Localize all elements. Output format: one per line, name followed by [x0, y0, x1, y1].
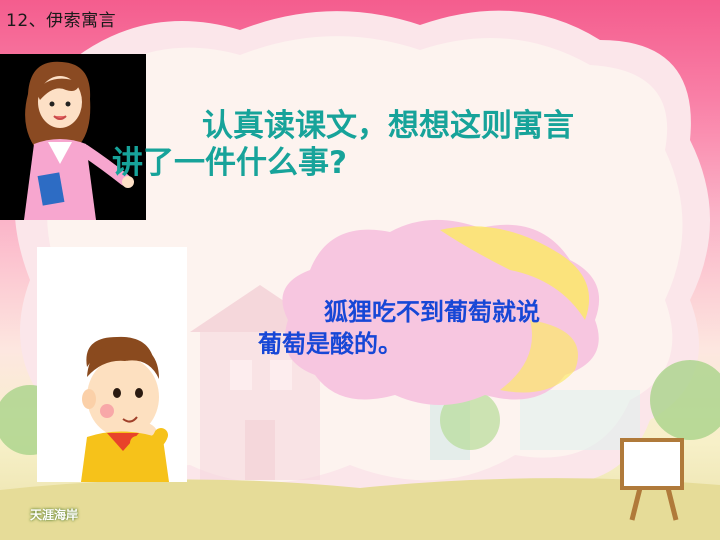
- question-text: 认真读课文，想想这则寓言 讲了一件什么事?: [112, 108, 692, 182]
- question-line-1: 认真读课文，想想这则寓言: [202, 108, 574, 144]
- answer-line-1: 狐狸吃不到葡萄就说: [324, 298, 540, 326]
- lesson-title: 12、伊索寓言: [6, 11, 117, 31]
- answer-text: 狐狸吃不到葡萄就说 葡萄是酸的。: [258, 296, 638, 361]
- boy-illustration: [37, 247, 187, 482]
- answer-cloud-bubble: [282, 219, 600, 405]
- answer-line-2: 葡萄是酸的。: [258, 330, 402, 359]
- question-line-2: 讲了一件什么事?: [112, 145, 347, 182]
- logo-text: 天涯海岸: [30, 508, 79, 522]
- teacher-illustration: [0, 54, 146, 220]
